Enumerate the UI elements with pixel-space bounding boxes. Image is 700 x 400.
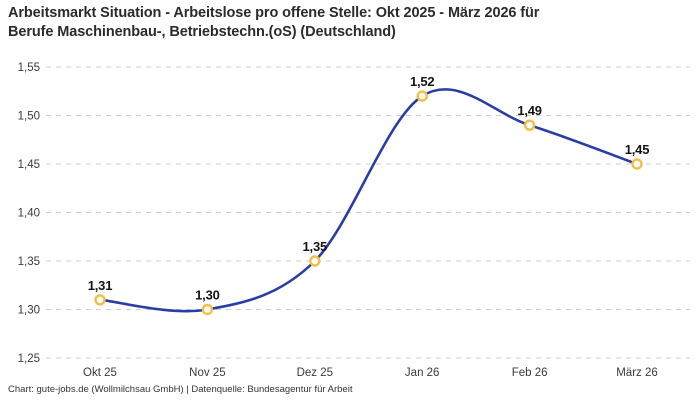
y-axis-tick-label: 1,25 xyxy=(18,353,40,365)
data-point-marker xyxy=(94,294,106,306)
chart-credit: Chart: gute-jobs.de (Wollmilchsau GmbH) … xyxy=(8,384,353,395)
y-axis-tick-label: 1,35 xyxy=(18,256,40,268)
data-point-marker xyxy=(309,255,321,267)
x-axis-tick-label: Dez 25 xyxy=(297,367,333,379)
y-axis-tick-label: 1,50 xyxy=(18,111,40,123)
y-axis-tick-label: 1,45 xyxy=(18,159,40,171)
data-point-label: 1,52 xyxy=(410,74,435,89)
x-axis-tick-label: Nov 25 xyxy=(189,367,225,379)
data-point-label: 1,35 xyxy=(303,239,328,254)
x-axis-tick-label: März 26 xyxy=(616,367,658,379)
chart-title: Arbeitsmarkt Situation - Arbeitslose pro… xyxy=(8,4,668,42)
chart-title-line-2: Berufe Maschinenbau-, Betriebstechn.(oS)… xyxy=(8,24,396,40)
data-point-marker xyxy=(201,303,214,316)
data-point-label: 1,45 xyxy=(625,142,650,157)
y-axis-tick-label: 1,30 xyxy=(18,305,40,317)
data-point-marker xyxy=(631,158,643,170)
data-point-marker xyxy=(523,119,536,131)
data-point-label: 1,31 xyxy=(88,278,113,293)
chart-title-line-1: Arbeitsmarkt Situation - Arbeitslose pro… xyxy=(8,5,540,21)
y-axis-tick-label: 1,40 xyxy=(18,208,40,220)
data-point-label: 1,30 xyxy=(195,288,220,303)
x-axis-tick-label: Okt 25 xyxy=(83,367,117,379)
data-point-marker xyxy=(416,90,428,102)
data-line xyxy=(98,88,639,313)
y-axis-tick-label: 1,55 xyxy=(18,62,40,74)
data-point-label: 1,49 xyxy=(517,103,542,118)
x-axis-tick-label: Jan 26 xyxy=(405,367,440,379)
x-axis-tick-label: Feb 26 xyxy=(512,367,548,379)
